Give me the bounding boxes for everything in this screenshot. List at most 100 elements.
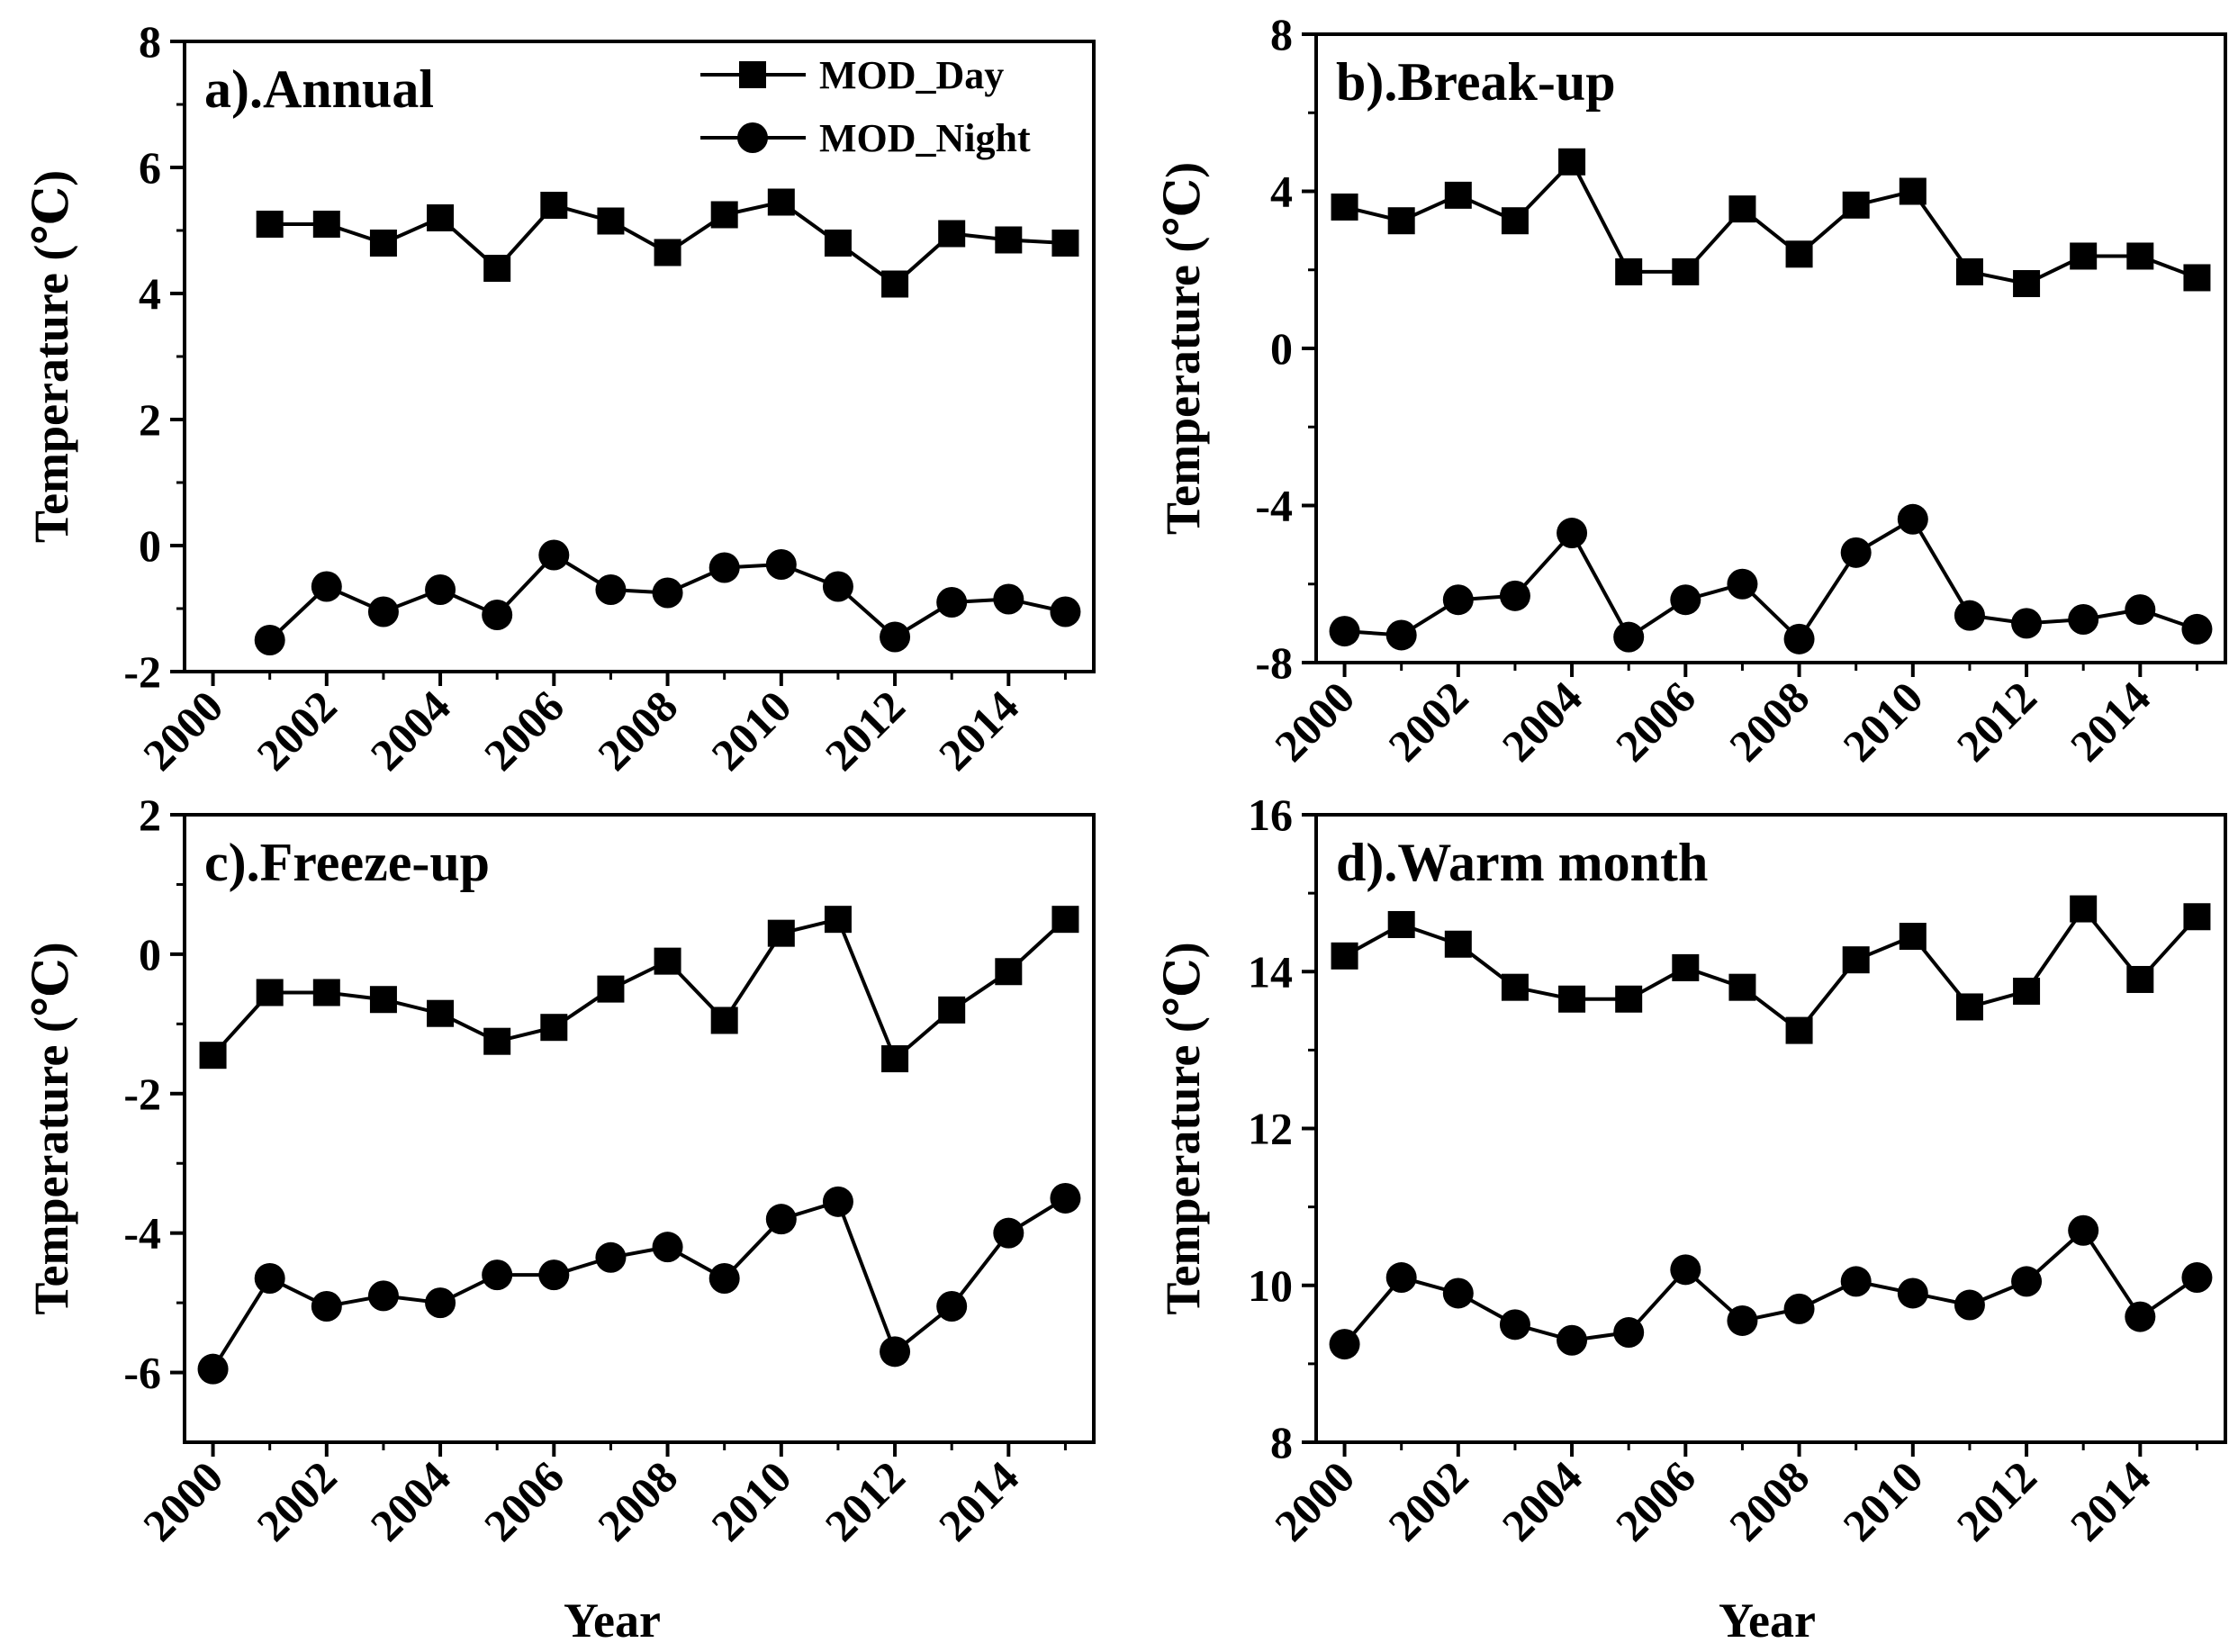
y-tick-label: 10 (1248, 1260, 1293, 1311)
data-point-square (256, 979, 284, 1007)
data-point-square (540, 192, 568, 219)
data-point-square (2013, 270, 2041, 298)
data-point-circle (880, 1336, 911, 1368)
data-point-circle (765, 549, 797, 580)
data-point-circle (1499, 1309, 1530, 1341)
y-tick-label: 12 (1248, 1104, 1293, 1154)
y-tick-label: 0 (139, 520, 161, 571)
data-point-square (2183, 264, 2211, 292)
data-point-square (824, 230, 852, 257)
data-point-circle (311, 571, 342, 602)
data-point-square (1672, 257, 1700, 285)
data-point-square (767, 188, 795, 216)
data-point-circle (1329, 1329, 1360, 1360)
data-point-circle (197, 1353, 229, 1385)
data-point-square (1558, 148, 1586, 176)
series-mod-night (1329, 503, 2213, 654)
data-point-square (2070, 895, 2098, 923)
data-point-circle (538, 539, 570, 571)
data-point-circle (254, 625, 285, 655)
data-point-circle (2068, 1214, 2099, 1246)
data-point-square (881, 1045, 909, 1073)
data-point-circle (1329, 616, 1360, 647)
data-point-square (2183, 903, 2211, 931)
data-point-square (1955, 257, 1983, 285)
data-point-circle (936, 1290, 968, 1322)
data-point-circle (1783, 623, 1815, 654)
data-point-square (1501, 207, 1529, 235)
legend-marker-square (739, 61, 766, 88)
data-point-circle (1670, 584, 1701, 616)
data-point-circle (595, 1241, 627, 1273)
y-tick-label: 14 (1248, 946, 1293, 997)
y-tick-label: -2 (123, 1069, 161, 1119)
data-point-circle (1385, 1262, 1417, 1294)
data-point-square (597, 207, 625, 235)
y-axis-title: Temperature (℃) (24, 942, 78, 1314)
data-point-square (710, 1007, 738, 1034)
data-point-square (1387, 910, 1415, 938)
y-tick-label: -6 (123, 1348, 161, 1398)
y-tick-label: -4 (1255, 481, 1293, 531)
data-point-circle (2068, 604, 2099, 636)
data-point-square (881, 270, 909, 298)
data-point-square (1728, 973, 1756, 1001)
y-tick-label: 8 (1270, 1417, 1293, 1467)
y-tick-label: 8 (139, 16, 161, 67)
data-point-square (995, 226, 1023, 254)
data-point-square (2070, 242, 2098, 270)
data-point-circle (367, 596, 399, 627)
data-point-circle (993, 1217, 1024, 1249)
data-point-circle (2181, 613, 2213, 645)
data-point-square (597, 975, 625, 1003)
y-tick-label: -2 (123, 646, 161, 697)
data-point-circle (880, 621, 911, 653)
data-point-square (1785, 1016, 1813, 1044)
data-point-circle (1897, 503, 1928, 535)
data-point-circle (1557, 518, 1588, 549)
data-point-square (1842, 191, 1870, 219)
y-axis-title: Temperature (℃) (24, 170, 78, 543)
data-point-square (427, 204, 455, 231)
y-tick-label: -4 (123, 1208, 161, 1259)
data-point-square (1501, 973, 1529, 1001)
data-point-circle (311, 1290, 342, 1322)
panel-title: c).Freeze-up (204, 833, 490, 892)
y-tick-label: 0 (1270, 323, 1293, 374)
data-point-square (767, 919, 795, 947)
series-mod-day (1331, 895, 2211, 1044)
data-point-square (1842, 946, 1870, 974)
data-point-circle (1670, 1254, 1701, 1286)
panel-title: d).Warm month (1336, 833, 1708, 892)
data-point-circle (1050, 1182, 1081, 1214)
data-point-square (1672, 953, 1700, 981)
data-point-circle (482, 600, 513, 630)
data-point-square (1785, 240, 1813, 268)
data-point-circle (1840, 537, 1872, 568)
data-point-circle (1613, 621, 1645, 653)
data-point-circle (2125, 594, 2156, 626)
data-point-circle (1783, 1293, 1815, 1324)
data-point-circle (1499, 580, 1530, 611)
data-point-circle (652, 1232, 683, 1263)
data-point-square (1387, 207, 1415, 235)
data-point-square (938, 220, 966, 248)
data-point-circle (652, 577, 683, 609)
y-tick-label: 8 (1270, 9, 1293, 59)
data-point-square (1444, 181, 1472, 209)
y-axis-title: Temperature (℃) (1156, 162, 1210, 535)
data-point-square (1955, 993, 1983, 1021)
data-point-square (256, 211, 284, 238)
data-point-square (369, 230, 397, 257)
data-point-square (1051, 230, 1079, 257)
data-point-circle (2181, 1262, 2213, 1294)
data-point-circle (1442, 584, 1474, 616)
series-mod-day (199, 906, 1079, 1073)
data-point-circle (1840, 1266, 1872, 1297)
series-mod-night-line (1344, 517, 2198, 642)
y-tick-label: 2 (139, 790, 161, 840)
data-point-circle (2011, 1266, 2043, 1297)
series-mod-night-line (1343, 1227, 2198, 1346)
data-point-square (938, 996, 966, 1024)
